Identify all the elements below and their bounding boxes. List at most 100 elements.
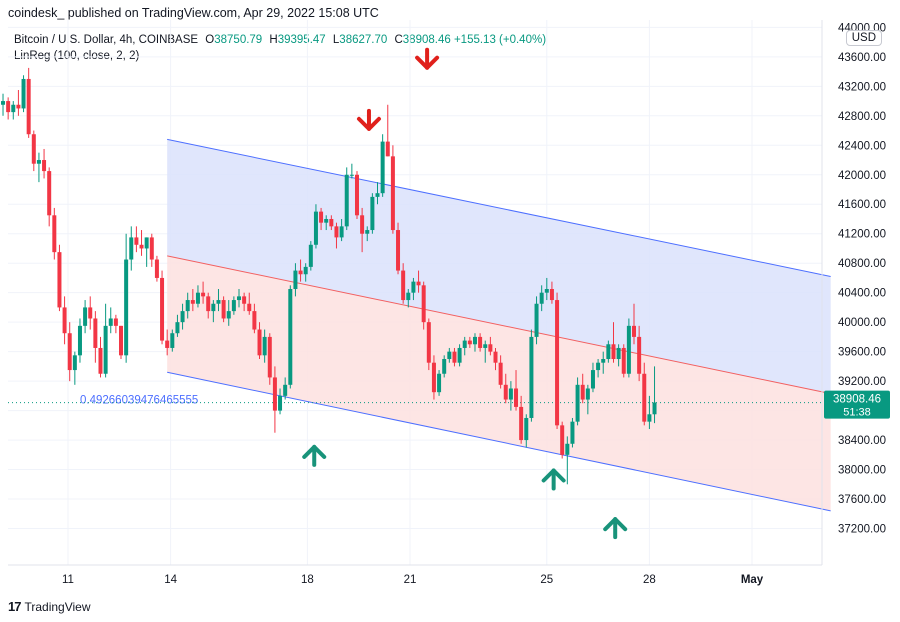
candle-up (185, 300, 190, 312)
candle-up (524, 417, 529, 441)
candle-up (585, 388, 590, 400)
x-tick-label: 18 (301, 574, 314, 586)
candle-down (452, 351, 457, 363)
candle-down (493, 351, 498, 363)
channel-lower-line (167, 371, 831, 512)
y-tick-label: 37200.00 (838, 524, 886, 536)
price-tag-value: 38908.46 (833, 394, 881, 406)
candle-up (195, 292, 200, 304)
x-tick-label: 21 (404, 574, 417, 586)
candle-up (303, 266, 308, 275)
y-tick-label: 40800.00 (838, 258, 886, 270)
candle-up (616, 347, 621, 360)
y-tick-label: 41600.00 (838, 199, 886, 211)
candle-down (67, 333, 72, 371)
x-tick-label: 25 (540, 574, 553, 586)
candle-up (211, 303, 216, 312)
axes: 37200.0037600.0038000.0038400.0038800.00… (8, 20, 890, 586)
publish-header: coindesk_ published on TradingView.com, … (8, 6, 379, 20)
candle-up (293, 270, 298, 289)
candle-down (93, 318, 98, 348)
candle-up (77, 325, 82, 356)
channel-upper-fill (167, 139, 831, 394)
candle-up (339, 226, 344, 238)
candle-up (11, 104, 16, 113)
candle-down (514, 388, 519, 407)
candle-up (437, 373, 442, 393)
candle-down (165, 340, 170, 348)
candle-down (252, 311, 257, 330)
candle-down (642, 373, 647, 422)
tradingview-brand: TradingView (24, 599, 91, 614)
candle-down (149, 237, 154, 260)
candle-up (308, 244, 313, 267)
candle-up (652, 402, 657, 415)
candle-up (529, 336, 534, 418)
high-label: H (269, 34, 278, 46)
candle-down (555, 300, 560, 426)
candle-up (570, 421, 575, 444)
candle-up (601, 359, 606, 363)
candle-up (226, 311, 231, 319)
candle-up (144, 237, 149, 249)
candle-up (596, 362, 601, 371)
x-tick-label: 14 (164, 574, 177, 586)
candle-down (503, 384, 508, 400)
candle-down (401, 270, 406, 301)
candle-up (1, 101, 6, 105)
indicator-label[interactable]: LinReg (100, close, 2, 2) (14, 50, 140, 62)
y-tick-label: 40400.00 (838, 288, 886, 300)
candle-up (175, 322, 180, 334)
candle-up (324, 218, 329, 223)
candle-down (488, 344, 493, 352)
symbol-label[interactable]: Bitcoin / U.S. Dollar, 4h, COINBASE (14, 34, 199, 46)
candle-down (42, 160, 47, 172)
candle-up (83, 307, 88, 326)
chart-legend: Bitcoin / U.S. Dollar, 4h, COINBASE O387… (14, 32, 546, 64)
y-tick-label: 37600.00 (838, 494, 886, 506)
candle-up (216, 300, 221, 304)
candle-up (575, 384, 580, 422)
candle-down (190, 300, 195, 304)
candle-up (103, 325, 108, 374)
candle-up (170, 333, 175, 348)
candle-up (313, 211, 318, 245)
candle-down (498, 362, 503, 385)
x-tick-label: 11 (62, 574, 74, 586)
low-value: 38627.70 (339, 34, 388, 46)
channel-upper-line (167, 138, 831, 277)
candle-up (231, 300, 236, 312)
candle-down (267, 336, 272, 378)
candle-down (31, 134, 36, 164)
candle-down (385, 141, 390, 157)
channel-coefficient-label: 0.49266039476465555 (80, 395, 198, 407)
y-tick-label: 42400.00 (838, 140, 886, 152)
candle-up (124, 259, 129, 356)
candle-down (637, 336, 642, 374)
candle-down (113, 318, 118, 326)
candle-up (129, 237, 134, 260)
candle-up (508, 388, 513, 400)
candle-down (319, 211, 324, 223)
currency-button[interactable]: USD (845, 30, 882, 46)
candle-down (632, 325, 637, 337)
annotation-arrows (302, 47, 628, 540)
candle-down (47, 171, 52, 216)
candle-up (411, 281, 416, 293)
y-tick-label: 38000.00 (838, 465, 886, 477)
y-tick-label: 41200.00 (838, 229, 886, 241)
candle-down (426, 322, 431, 363)
candle-up (108, 318, 113, 326)
candle-down (160, 277, 165, 341)
high-value: 39395.47 (277, 34, 326, 46)
candle-down (580, 384, 585, 400)
candle-up (565, 443, 570, 455)
candle-up (380, 141, 385, 194)
candle-down (52, 215, 57, 253)
candle-down (247, 303, 252, 312)
candle-down (329, 218, 334, 227)
candle-up (36, 160, 41, 164)
candle-up (288, 289, 293, 385)
candle-down (221, 300, 226, 319)
